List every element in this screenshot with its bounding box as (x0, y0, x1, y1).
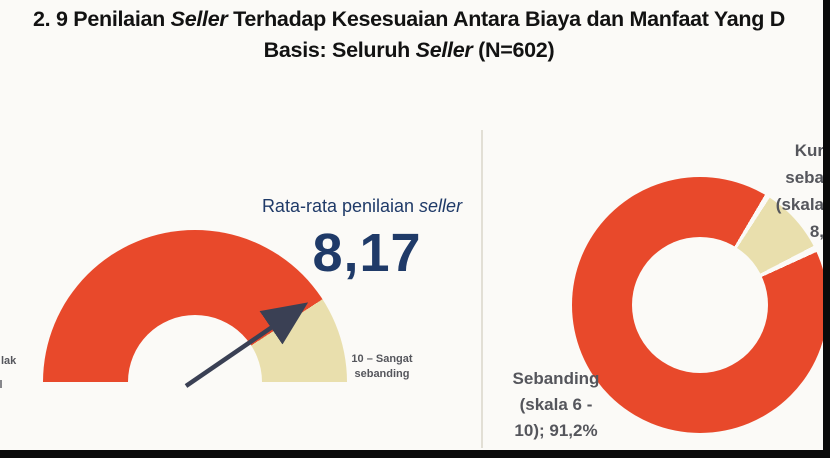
page-title-line-2: Basis: Seluruh Seller (N=602) (263, 38, 555, 62)
right-edge-black-bar (823, 0, 830, 458)
donut-label-kurang-sebanding-clipped: Kur seba (skala 8, (775, 141, 824, 241)
gauge-value: 8,17 (312, 223, 422, 283)
donut-inner-hole (632, 237, 768, 373)
gauge-max-label: 10 – Sangat sebanding (351, 353, 413, 380)
gauge-min-label-fragment: lak (1, 355, 17, 367)
page-title: 2. 9 Penilaian Seller Terhadap Kesesuaia… (33, 4, 785, 66)
vertical-divider (481, 130, 483, 448)
gauge-min-label-cutoff-mark (0, 380, 2, 388)
gauge-inner-hole (128, 315, 262, 449)
page-title-line-1: 2. 9 Penilaian Seller Terhadap Kesesuaia… (32, 7, 785, 31)
gauge-heading: Rata-rata penilaian seller (261, 196, 463, 216)
bottom-edge-black-bar (0, 450, 830, 458)
donut-label-sebanding: Sebanding (skala 6 -10); 91,2% (512, 369, 600, 440)
